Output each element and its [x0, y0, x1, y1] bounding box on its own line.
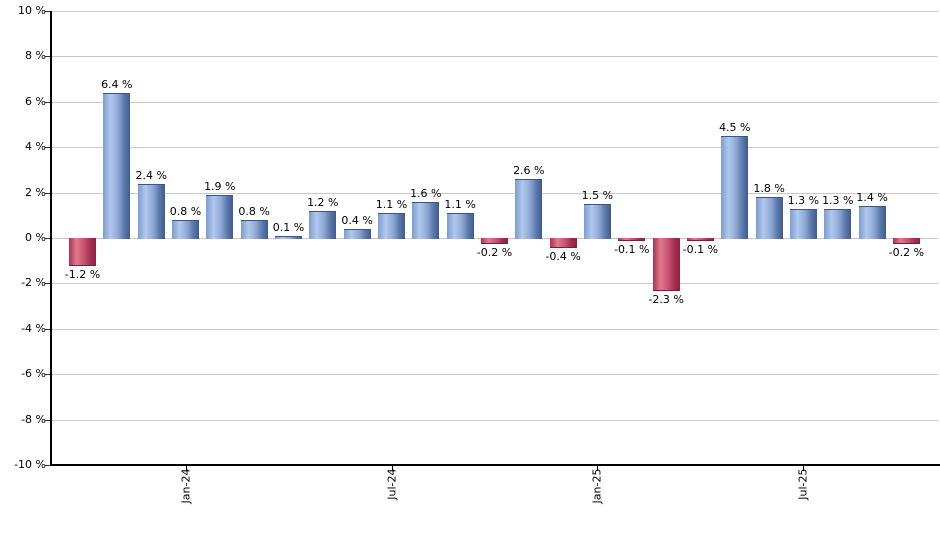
gridline [50, 419, 938, 421]
y-axis-label: -8 % [21, 412, 46, 426]
y-axis-label: 8 % [25, 49, 46, 63]
bar-value-label: 6.4 % [101, 77, 133, 91]
bar-value-label: 0.8 % [238, 204, 270, 218]
bar [721, 135, 749, 239]
y-axis-tick [45, 374, 50, 376]
y-axis-label: -10 % [14, 458, 46, 471]
bar [549, 238, 577, 249]
gridline [50, 56, 938, 58]
bar [892, 238, 920, 244]
bar [446, 213, 474, 239]
bar [240, 219, 268, 239]
bar [755, 197, 783, 239]
x-axis-tick [391, 466, 393, 471]
bar [652, 238, 680, 292]
bar [824, 208, 852, 239]
bar-value-label: 0.8 % [169, 204, 202, 218]
bar-value-label: 1.6 % [410, 186, 442, 200]
bar [309, 210, 337, 239]
y-axis-tick [45, 238, 50, 239]
x-axis-tick [185, 466, 187, 471]
gridline [50, 147, 938, 149]
bar [69, 238, 96, 267]
bar [481, 238, 508, 244]
bar-value-label: 1.8 % [753, 182, 785, 196]
bar-value-label: 1.3 % [787, 193, 820, 207]
bar-value-label: 1.3 % [822, 193, 854, 207]
bar [618, 238, 646, 242]
y-axis-tick [45, 328, 50, 330]
y-axis-label: -6 % [21, 367, 46, 381]
bar [172, 219, 199, 239]
y-axis-label: 4 % [25, 140, 46, 154]
x-axis-line [50, 464, 940, 466]
gridline [50, 283, 938, 285]
gridline [50, 11, 938, 12]
bar [103, 92, 131, 239]
bar-value-label: -0.2 % [476, 245, 513, 259]
bar [275, 235, 302, 239]
bar [686, 238, 714, 242]
bar-value-label: -0.4 % [545, 250, 581, 264]
y-axis-tick [45, 192, 50, 194]
y-axis-tick [45, 419, 50, 421]
y-axis-tick [45, 283, 50, 285]
y-axis-label: 6 % [25, 94, 46, 108]
bar [343, 228, 371, 239]
y-axis-line [50, 11, 52, 466]
bar [515, 179, 543, 239]
gridline [50, 101, 938, 103]
bar-value-label: 1.9 % [204, 179, 236, 193]
bar-value-label: -1.2 % [64, 268, 101, 282]
bar-value-label: 2.4 % [135, 168, 167, 182]
bar-value-label: 2.6 % [513, 164, 545, 177]
bar-value-label: -0.1 % [682, 243, 719, 257]
bar-value-label: 1.1 % [444, 198, 476, 211]
x-axis-label: Jul-25 [796, 468, 810, 500]
bar-value-label: 0.4 % [341, 213, 373, 227]
bar-value-label: 0.1 % [272, 220, 305, 234]
bar-value-label: 1.5 % [581, 188, 614, 202]
bar-value-label: -0.1 % [614, 243, 650, 257]
gridline [50, 374, 938, 376]
y-axis-label: 10 % [18, 4, 46, 17]
bar-value-label: 4.5 % [719, 120, 751, 134]
y-axis-label: 2 % [25, 185, 46, 199]
y-axis-tick [45, 101, 50, 103]
bar [412, 201, 440, 239]
y-axis-label: -2 % [21, 276, 46, 290]
bar [137, 183, 165, 239]
plot-area: -1.2 % 6.4 % 2.4 % 0.8 % 1.9 % 0.8 % 0.1 % 1.2 … [50, 11, 938, 465]
bar-value-label: 1.4 % [856, 191, 888, 205]
gridline [50, 328, 938, 330]
bar [789, 208, 817, 239]
y-axis-label: -4 % [21, 321, 46, 335]
bar [858, 206, 886, 239]
y-axis-label: 0 % [25, 231, 46, 244]
bar [378, 213, 405, 239]
y-axis-tick [45, 465, 50, 466]
bar [583, 203, 611, 239]
x-axis-label: Jan-25 [590, 468, 604, 504]
x-axis-label: Jan-24 [179, 468, 192, 504]
x-axis-tick [803, 466, 805, 471]
y-axis-tick [45, 11, 50, 12]
bar-value-label: -2.3 % [648, 293, 684, 307]
gridline [50, 192, 938, 194]
y-axis-tick [45, 56, 50, 58]
y-axis-tick [45, 147, 50, 149]
bar-value-label: -0.2 % [888, 245, 925, 259]
bar [206, 194, 234, 239]
x-axis-tick [597, 466, 599, 471]
bar-value-label: 1.1 % [375, 198, 408, 211]
x-axis-label: Jul-24 [385, 468, 398, 500]
bar-value-label: 1.2 % [307, 195, 339, 209]
